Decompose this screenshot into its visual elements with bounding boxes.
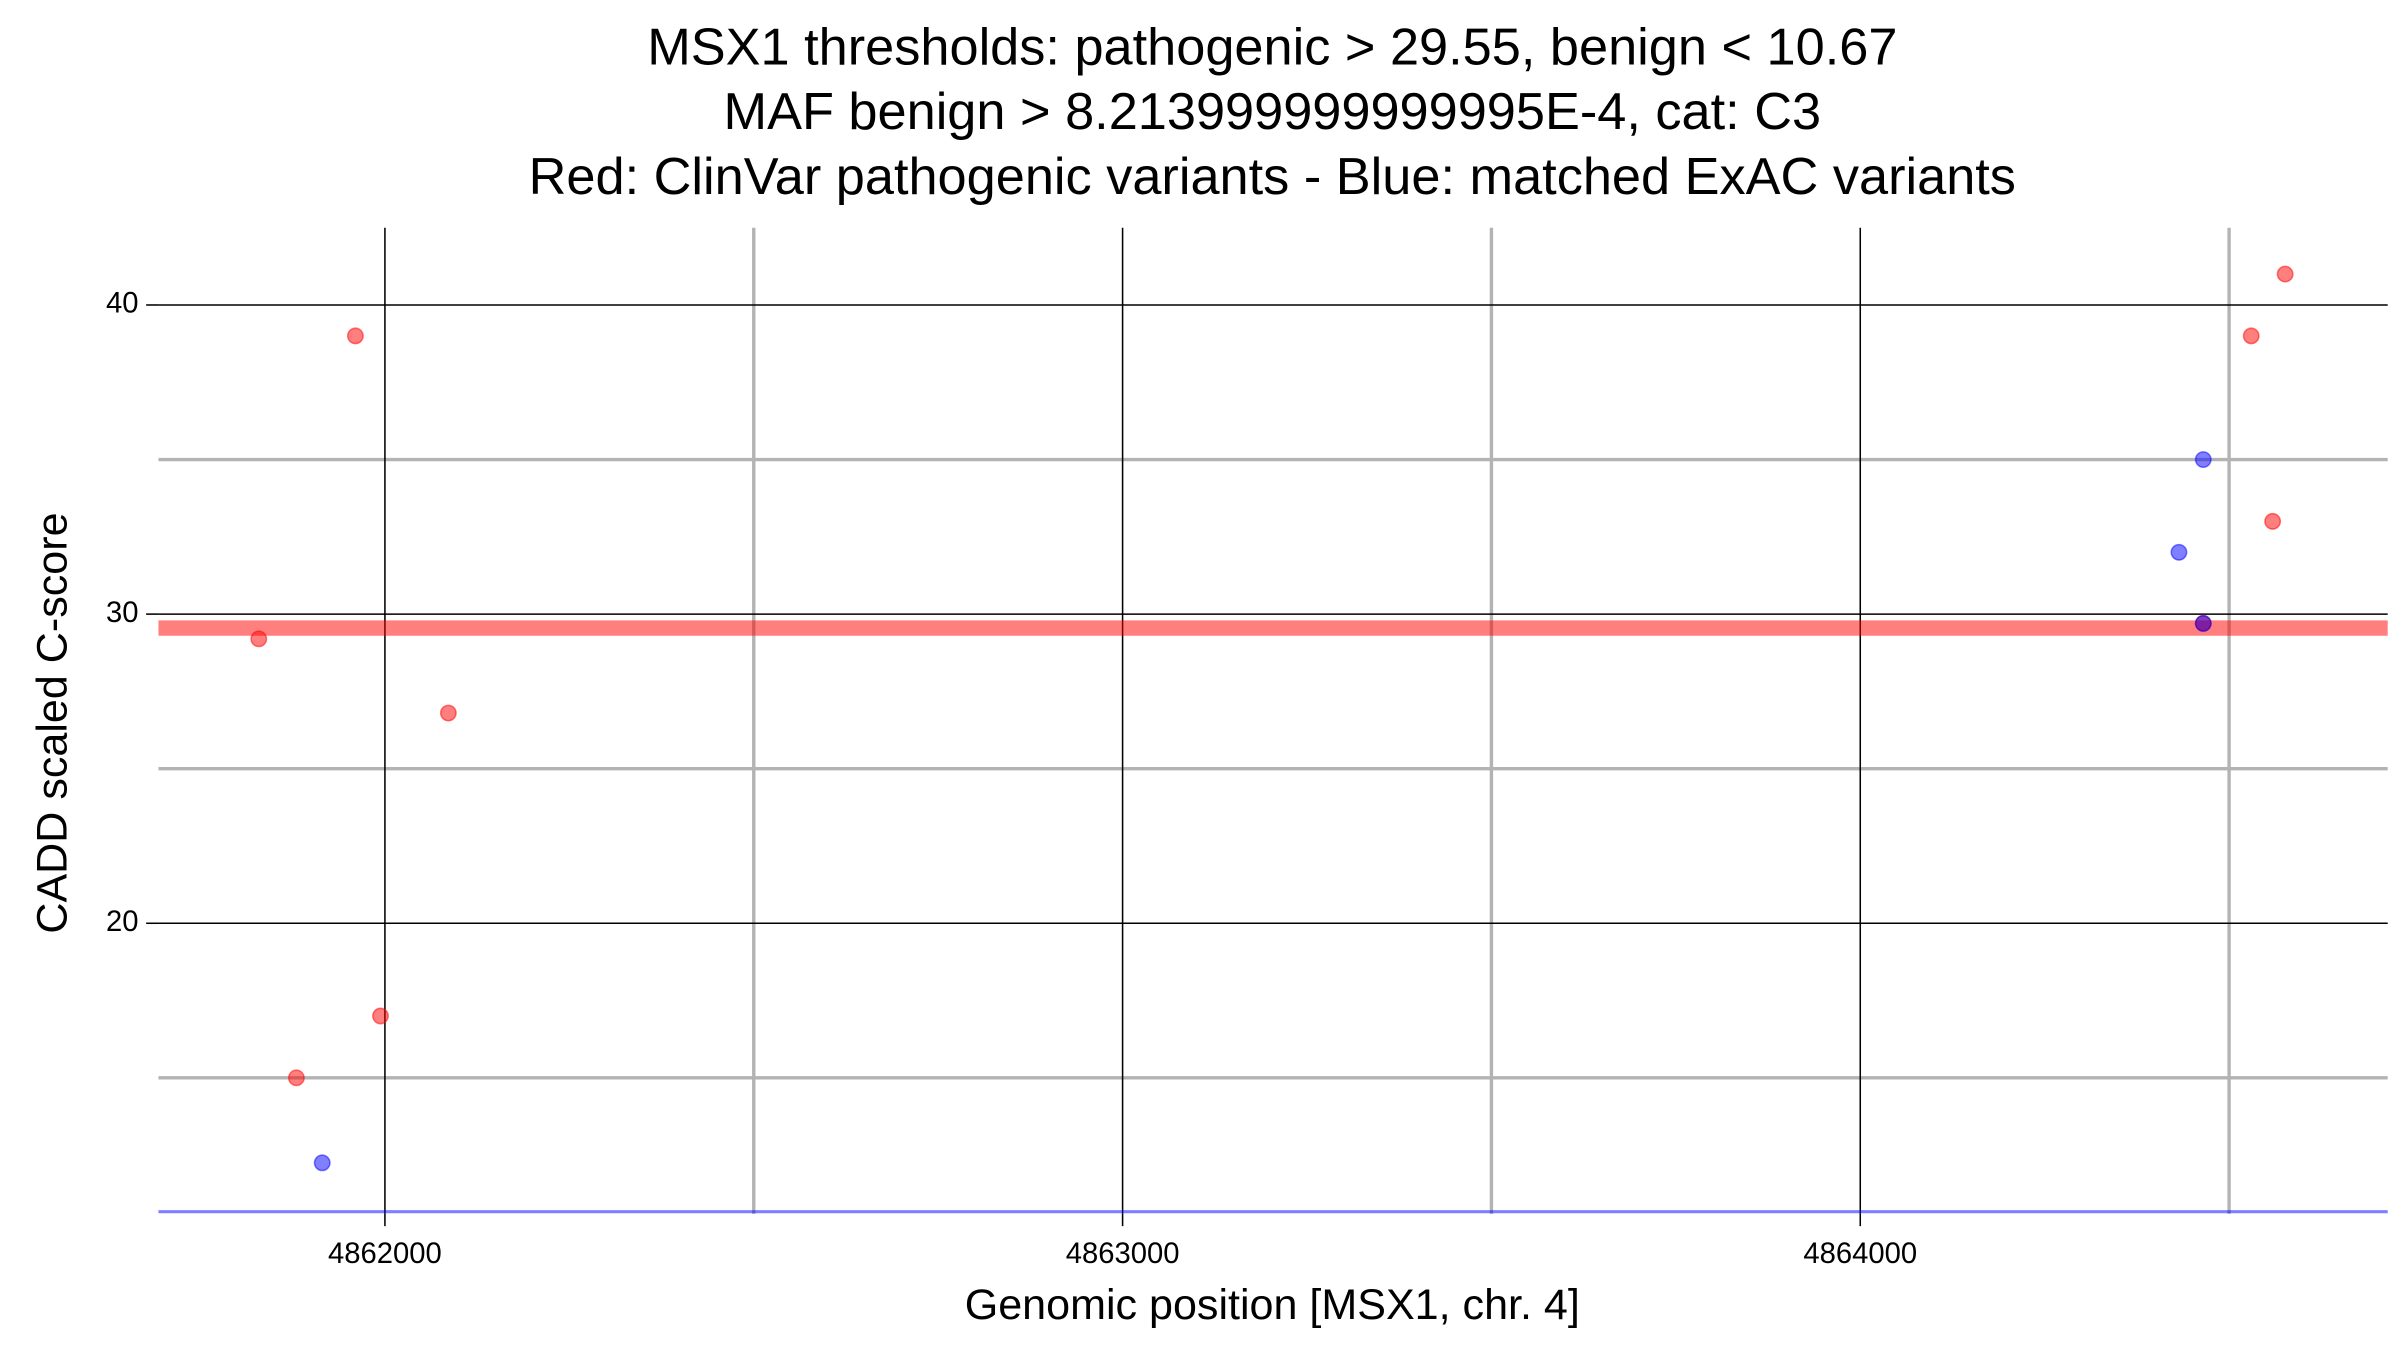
point — [2276, 265, 2294, 283]
y-axis-label: CADD scaled C-score — [29, 512, 77, 933]
point — [372, 1007, 389, 1025]
point — [2194, 451, 2212, 469]
point — [2242, 327, 2260, 345]
point — [439, 704, 457, 722]
x-tick-label: 4862000 — [328, 1238, 442, 1270]
point — [313, 1154, 331, 1172]
point — [250, 630, 268, 648]
point — [287, 1069, 305, 1087]
x-axis-label: Genomic position [MSX1, chr. 4] — [965, 1281, 1580, 1329]
chart-title: MSX1 thresholds: pathogenic > 29.55, ben… — [647, 19, 1897, 77]
point — [346, 327, 364, 345]
x-tick-label: 4863000 — [1066, 1238, 1180, 1270]
point — [2194, 614, 2212, 632]
x-tick-label: 4864000 — [1803, 1238, 1917, 1270]
chart-title: MAF benign > 8.213999999999995E-4, cat: … — [724, 83, 1822, 141]
y-tick-label: 30 — [106, 597, 139, 629]
chart-title: Red: ClinVar pathogenic variants - Blue:… — [529, 148, 2016, 206]
y-tick-label: 20 — [106, 906, 139, 938]
y-tick-label: 40 — [106, 288, 139, 320]
point — [2264, 512, 2282, 530]
point — [2170, 543, 2188, 561]
